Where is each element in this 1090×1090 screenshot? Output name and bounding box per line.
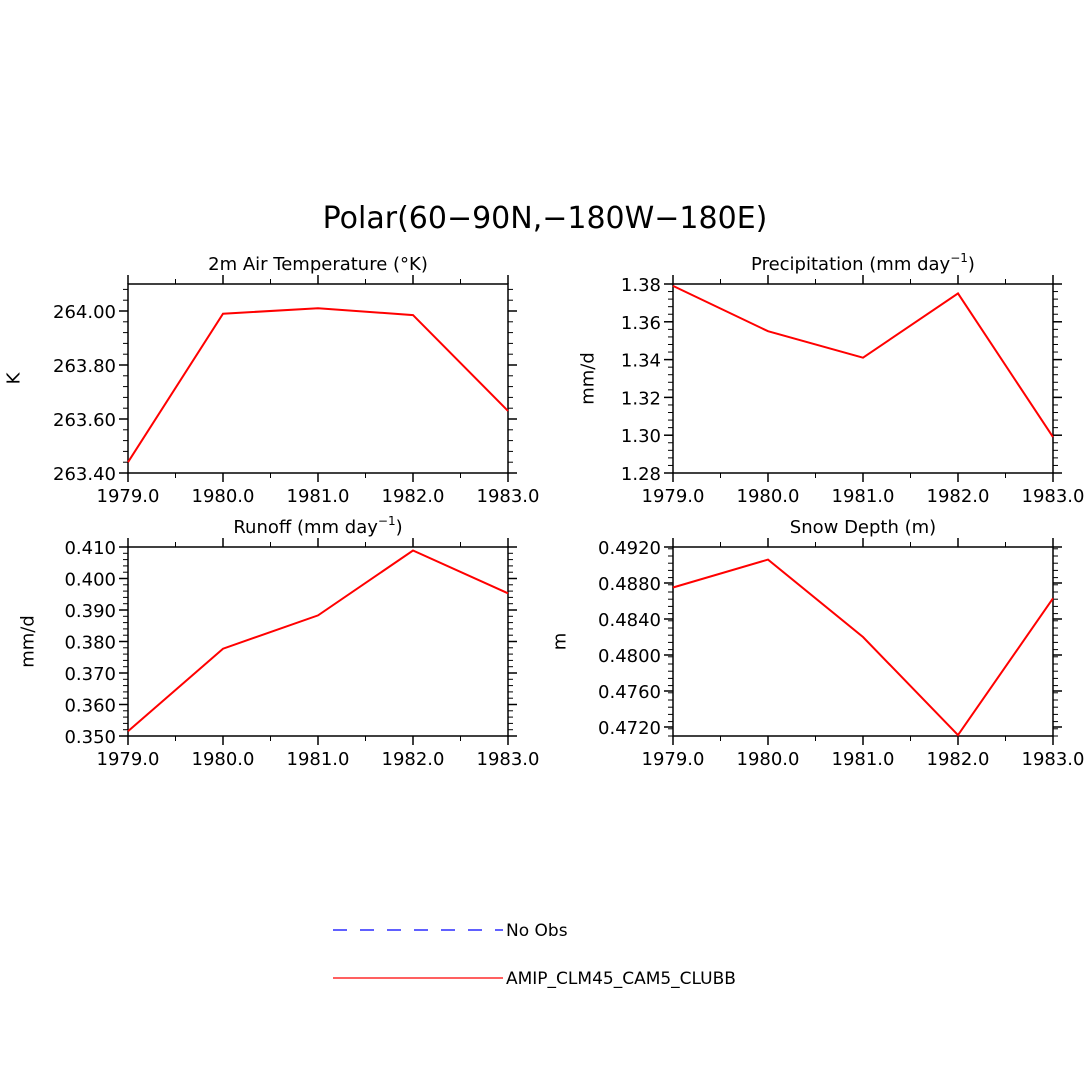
x-tick-label: 1979.0 (642, 486, 705, 507)
panel-4: 1979.0 1980.0 1981.0 1982.0 1983.0 0.4720 0.47… (550, 517, 1085, 770)
y-tick-label: 0.410 (64, 538, 116, 559)
x-tick-label: 1981.0 (832, 749, 895, 770)
y-axis-title: m (550, 633, 571, 651)
x-tick-label: 1982.0 (382, 749, 445, 770)
x-tick-label: 1980.0 (737, 749, 800, 770)
legend: No Obs AMIP_CLM45_CAM5_CLUBB (333, 921, 736, 989)
series-line (672, 558, 1054, 737)
panel-title: 2m Air Temperature (°K) (208, 254, 428, 275)
plot-frame (127, 546, 509, 737)
y-tick-label: 1.30 (621, 426, 661, 447)
plot-frame (672, 546, 1054, 737)
plot-frame (127, 283, 509, 474)
panel-3: 1979.0 1980.0 1981.0 1982.0 1983.0 0.350 0.360… (18, 514, 540, 770)
x-tick-label: 1983.0 (477, 749, 540, 770)
y-tick-label: 0.4840 (598, 610, 661, 631)
legend-label-no-obs: No Obs (506, 921, 568, 941)
y-tick-label: 0.4760 (598, 682, 661, 703)
y-tick-label: 0.4720 (598, 718, 661, 739)
y-tick-label: 0.370 (64, 664, 116, 685)
x-tick-label: 1983.0 (1022, 486, 1085, 507)
x-tick-label: 1983.0 (1022, 749, 1085, 770)
x-tick-label: 1982.0 (927, 749, 990, 770)
series-line (127, 307, 509, 463)
y-tick-label: 1.32 (621, 388, 661, 409)
y-tick-label: 0.390 (64, 601, 116, 622)
x-tick-label: 1981.0 (287, 486, 350, 507)
panel-title: Runoff (mm day−1) (233, 514, 402, 538)
y-tick-label: 1.28 (621, 464, 661, 485)
y-tick-label: 263.60 (53, 410, 116, 431)
y-tick-label: 0.4880 (598, 574, 661, 595)
panel-title: Snow Depth (m) (790, 517, 936, 538)
y-tick-label: 1.36 (621, 313, 661, 334)
y-tick-label: 0.4800 (598, 646, 661, 667)
legend-label-amip: AMIP_CLM45_CAM5_CLUBB (506, 969, 736, 989)
y-tick-label: 0.4920 (598, 538, 661, 559)
y-axis-title: mm/d (18, 615, 39, 668)
panel-2: 1979.0 1980.0 1981.0 1982.0 1983.0 1.28 1.30 1.… (578, 251, 1085, 507)
x-tick-label: 1979.0 (97, 749, 160, 770)
series-line (127, 549, 509, 733)
x-tick-label: 1981.0 (287, 749, 350, 770)
y-tick-label: 1.34 (621, 351, 661, 372)
y-tick-label: 0.380 (64, 633, 116, 654)
panel-title: Precipitation (mm day−1) (751, 251, 975, 275)
figure-title: Polar(60−90N,−180W−180E) (323, 201, 768, 236)
panel-1: 1979.0 1980.0 1981.0 1982.0 1983.0 263.40 263.… (4, 254, 540, 507)
y-tick-label: 263.40 (53, 464, 116, 485)
y-tick-label: 1.38 (621, 275, 661, 296)
panels: 1979.0 1980.0 1981.0 1982.0 1983.0 263.40 263.… (4, 251, 1085, 770)
series-line (672, 284, 1054, 438)
x-tick-label: 1982.0 (927, 486, 990, 507)
x-tick-label: 1979.0 (97, 486, 160, 507)
x-tick-label: 1981.0 (832, 486, 895, 507)
y-tick-label: 264.00 (53, 302, 116, 323)
x-tick-label: 1980.0 (192, 749, 255, 770)
y-tick-label: 263.80 (53, 356, 116, 377)
x-tick-label: 1980.0 (737, 486, 800, 507)
x-tick-label: 1980.0 (192, 486, 255, 507)
y-axis-title: mm/d (578, 352, 599, 405)
y-tick-label: 0.360 (64, 696, 116, 717)
y-tick-label: 0.350 (64, 727, 116, 748)
y-tick-label: 0.400 (64, 570, 116, 591)
y-axis-title: K (4, 371, 25, 384)
x-tick-label: 1983.0 (477, 486, 540, 507)
x-tick-label: 1979.0 (642, 749, 705, 770)
x-tick-label: 1982.0 (382, 486, 445, 507)
